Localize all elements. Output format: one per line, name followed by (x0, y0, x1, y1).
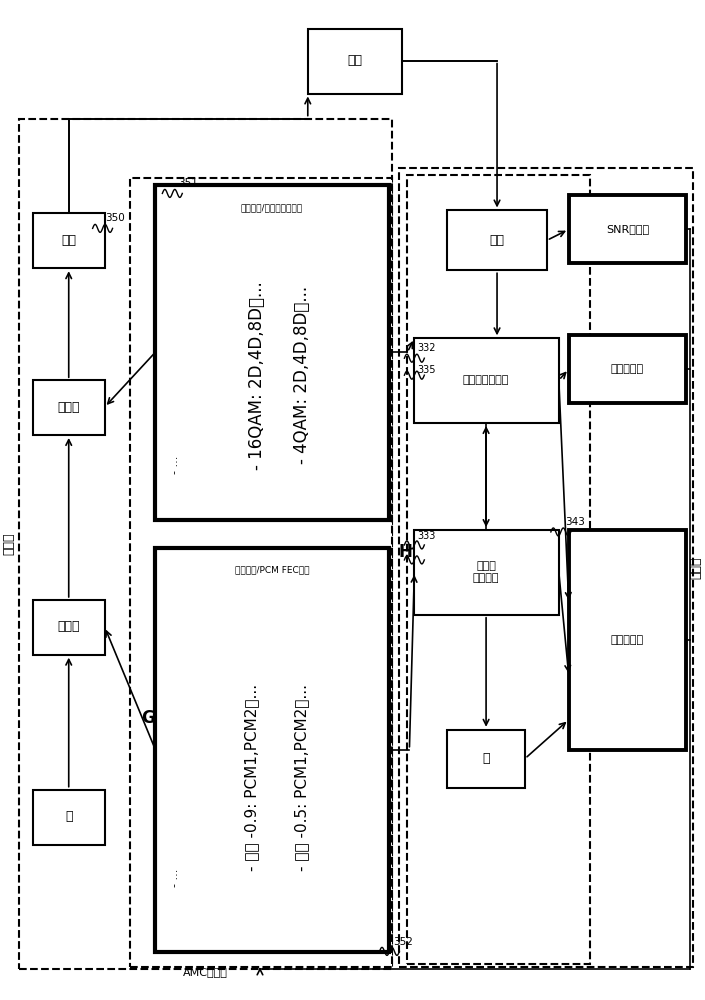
Text: 前端: 前端 (489, 234, 505, 247)
Bar (33, 600, 104, 655)
Text: 发送器: 发送器 (2, 533, 16, 555)
Text: 信道: 信道 (347, 54, 362, 67)
Text: 335: 335 (417, 365, 436, 375)
Text: 汇: 汇 (482, 752, 490, 765)
Bar (415, 338, 559, 423)
Text: - 速率 -0.5: PCM1,PCM2，...: - 速率 -0.5: PCM1,PCM2，... (294, 684, 309, 871)
Text: 350: 350 (104, 213, 124, 223)
Bar (33, 790, 104, 845)
Bar (308, 29, 403, 94)
Bar (447, 210, 547, 270)
Text: 可变速率/PCM FEC码：: 可变速率/PCM FEC码： (235, 565, 309, 574)
Text: AMC控制器: AMC控制器 (183, 967, 228, 977)
Bar (407, 175, 589, 964)
Bar (569, 530, 686, 750)
Text: 调制器: 调制器 (58, 401, 80, 414)
Text: 迭代监测器: 迭代监测器 (611, 364, 644, 374)
Text: SNR监测器: SNR监测器 (606, 224, 649, 234)
Text: 332: 332 (417, 343, 436, 353)
Text: 可变阶数/维数调制格式：: 可变阶数/维数调制格式： (241, 203, 303, 212)
Text: - 速率 -0.9: PCM1,PCM2，...: - 速率 -0.9: PCM1,PCM2，... (245, 684, 259, 871)
Bar (33, 380, 104, 435)
Bar (569, 335, 686, 403)
Text: 333: 333 (417, 531, 436, 541)
Text: 源: 源 (65, 810, 73, 823)
Text: 编码器: 编码器 (58, 620, 80, 633)
Text: 错误校验器: 错误校验器 (611, 635, 644, 645)
Text: - 4QAM: 2D,4D,8D，...: - 4QAM: 2D,4D,8D，... (293, 286, 311, 464)
Text: 可变迭
代解码器: 可变迭 代解码器 (473, 561, 499, 583)
Text: 352: 352 (393, 937, 413, 947)
Bar (415, 530, 559, 615)
Text: 接收器: 接收器 (689, 557, 703, 579)
Bar (155, 548, 389, 952)
Bar (400, 168, 693, 967)
Bar (155, 185, 389, 520)
Bar (130, 178, 393, 967)
Bar (33, 213, 104, 268)
Text: 可变迭代解调器: 可变迭代解调器 (463, 375, 509, 385)
Text: - ...: - ... (171, 868, 180, 887)
Text: 343: 343 (565, 517, 584, 527)
Text: 351: 351 (178, 178, 198, 188)
Text: - ...: - ... (171, 456, 180, 474)
Bar (569, 195, 686, 263)
Text: - 16QAM: 2D,4D,8D，...: - 16QAM: 2D,4D,8D，... (248, 281, 266, 470)
Text: G: G (142, 709, 155, 727)
Bar (447, 730, 525, 788)
Text: H: H (398, 543, 412, 561)
Text: 前端: 前端 (61, 234, 76, 247)
Bar (19, 119, 393, 969)
